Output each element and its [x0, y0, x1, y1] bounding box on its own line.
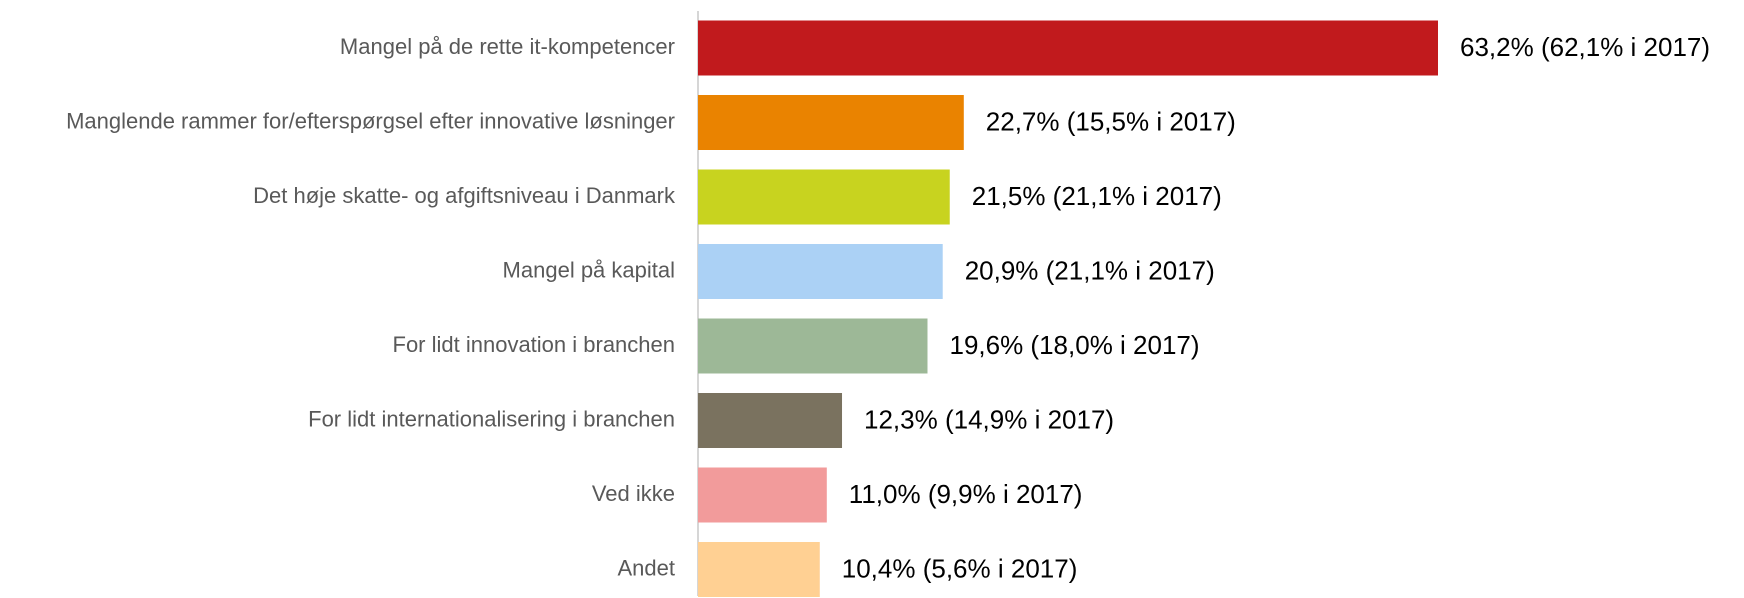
- value-label: 20,9% (21,1% i 2017): [965, 255, 1215, 285]
- value-label: 11,0% (9,9% i 2017): [849, 479, 1083, 509]
- value-label: 21,5% (21,1% i 2017): [972, 181, 1222, 211]
- category-label: Mangel på de rette it-kompetencer: [340, 34, 675, 59]
- category-label: Manglende rammer for/efterspørgsel efter…: [66, 108, 675, 133]
- bar: [698, 393, 843, 448]
- value-label: 19,6% (18,0% i 2017): [949, 330, 1199, 360]
- bar: [698, 318, 928, 374]
- value-label: 63,2% (62,1% i 2017): [1460, 32, 1710, 62]
- category-label: Mangel på kapital: [503, 257, 675, 282]
- category-label: Det høje skatte- og afgiftsniveau i Danm…: [253, 183, 676, 208]
- category-label: For lidt innovation i branchen: [393, 332, 676, 357]
- bar: [698, 20, 1438, 76]
- bar: [698, 467, 827, 523]
- category-label: Andet: [618, 555, 676, 580]
- bar: [698, 95, 964, 150]
- bar: [698, 244, 943, 299]
- category-label: Ved ikke: [592, 481, 675, 506]
- category-label: For lidt internationalisering i branchen: [308, 406, 675, 431]
- value-label: 22,7% (15,5% i 2017): [986, 106, 1236, 136]
- bar: [698, 542, 820, 597]
- value-label: 10,4% (5,6% i 2017): [842, 553, 1078, 583]
- bar: [698, 169, 950, 225]
- value-label: 12,3% (14,9% i 2017): [864, 404, 1114, 434]
